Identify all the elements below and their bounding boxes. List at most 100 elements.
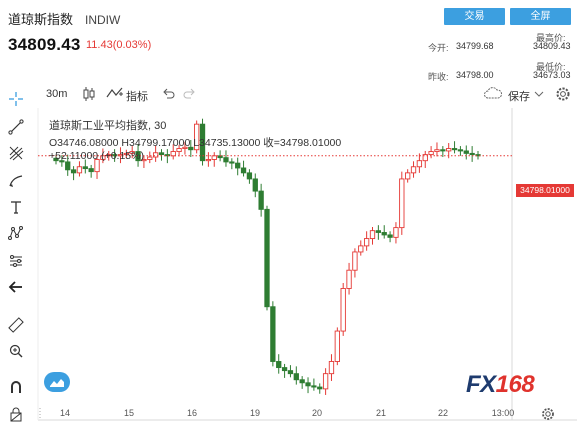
candle-body — [328, 361, 335, 375]
candle-body — [88, 168, 94, 173]
candle-body — [170, 151, 176, 157]
candle-body — [240, 167, 247, 174]
candle-body — [293, 373, 299, 381]
candle-body — [211, 155, 217, 160]
brush-icon[interactable] — [5, 171, 27, 191]
candle-body — [100, 155, 106, 160]
low-value: 34673.03 — [533, 70, 571, 80]
candle-body — [358, 245, 364, 253]
high-value: 34809.43 — [533, 41, 571, 51]
candle-type-icon[interactable] — [82, 86, 96, 105]
crosshair-icon[interactable] — [5, 89, 27, 109]
candle-body — [53, 157, 59, 162]
candle-body — [194, 123, 200, 151]
candle-body — [65, 161, 71, 171]
undo-icon[interactable] — [162, 87, 176, 102]
prediction-icon[interactable] — [5, 251, 27, 271]
candle-body — [381, 232, 387, 236]
x-tick-label: 19 — [250, 408, 260, 418]
back-arrow-icon[interactable] — [5, 277, 27, 297]
pattern-icon[interactable] — [5, 223, 27, 243]
trend-line-icon[interactable] — [5, 117, 27, 137]
legend-change: +52.11000 (+0.15%) — [49, 150, 144, 162]
candle-body — [305, 382, 311, 387]
x-tick-label: 13:00 — [492, 408, 515, 418]
interval-selector[interactable]: 30m — [46, 88, 68, 100]
legend-ohlc: O34746.08000 H34799.17000 L34735.13000 收… — [49, 137, 342, 149]
logo-wave-icon — [50, 378, 64, 387]
candle-body — [317, 386, 323, 390]
candle-body — [117, 154, 124, 157]
candle-body — [123, 152, 129, 156]
candle-body — [311, 385, 317, 388]
indicators-button[interactable]: 指标 — [126, 91, 148, 103]
text-tool-icon[interactable] — [5, 197, 27, 217]
candle-body — [223, 157, 229, 163]
last-price-tag: 34798.01000 — [516, 184, 574, 197]
candle-body — [164, 154, 171, 157]
candle-body — [340, 288, 346, 332]
candlestick-series — [53, 118, 481, 395]
candle-body — [299, 379, 305, 384]
high-label: 最高价: — [536, 33, 566, 43]
candle-body — [405, 172, 411, 180]
candle-body — [229, 161, 235, 164]
candle-body — [451, 148, 458, 151]
candle-body — [152, 152, 159, 158]
x-tick-label: 22 — [438, 408, 448, 418]
trade-button[interactable]: 交易 — [444, 8, 505, 25]
candle-body — [393, 227, 399, 238]
magnet-icon[interactable] — [5, 377, 27, 397]
candle-body — [410, 166, 417, 174]
price-change: 11.43(0.03%) — [86, 39, 152, 51]
candle-body — [111, 154, 118, 157]
candle-body — [158, 152, 165, 156]
candle-body — [352, 251, 358, 271]
fullscreen-button[interactable]: 全屏 — [510, 8, 571, 25]
candle-body — [457, 149, 464, 152]
candle-body — [434, 149, 440, 153]
candle-body — [416, 160, 423, 168]
x-tick-label: 14 — [60, 408, 70, 418]
indicators-icon[interactable] — [106, 86, 124, 103]
candle-body — [94, 159, 100, 173]
candle-body — [469, 152, 475, 156]
prev-close-label: 昨收: — [428, 72, 449, 82]
candle-body — [475, 154, 481, 157]
pitchfork-icon[interactable] — [5, 143, 27, 163]
candle-body — [334, 330, 340, 362]
tradingview-logo[interactable] — [44, 372, 70, 392]
open-label: 今开: — [428, 43, 449, 53]
candle-body — [141, 159, 147, 162]
candle-body — [147, 156, 153, 160]
candle-body — [76, 166, 83, 174]
candle-body — [182, 146, 188, 149]
save-button[interactable]: 保存 — [508, 91, 530, 103]
candle-body — [440, 149, 446, 152]
ruler-icon[interactable] — [5, 315, 27, 335]
settings-gear-icon[interactable] — [555, 86, 571, 105]
candle-body — [422, 154, 428, 162]
candle-body — [70, 169, 77, 174]
chevron-down-icon[interactable] — [534, 89, 544, 101]
candle-body — [281, 367, 288, 372]
candle-body — [246, 172, 253, 180]
candle-body — [387, 234, 393, 238]
candle-body — [129, 151, 135, 154]
candle-body — [205, 159, 212, 162]
candle-body — [428, 151, 434, 156]
redo-icon[interactable] — [182, 87, 196, 102]
axis-settings-gear-icon — [542, 408, 554, 420]
candle-body — [235, 162, 241, 169]
zoom-in-icon[interactable] — [5, 341, 27, 361]
lock-drawing-icon[interactable] — [5, 404, 27, 424]
candle-body — [399, 178, 405, 229]
candle-body — [287, 370, 294, 375]
instrument-title: 道琼斯指数 INDIW — [8, 9, 120, 28]
chart-grid — [37, 108, 577, 421]
candle-body — [276, 361, 282, 369]
candle-body — [446, 148, 452, 152]
chart-toolbar: 30m 指标 保存 — [38, 85, 577, 105]
time-axis: 14 15 16 19 20 21 22 13:00 — [39, 408, 554, 420]
